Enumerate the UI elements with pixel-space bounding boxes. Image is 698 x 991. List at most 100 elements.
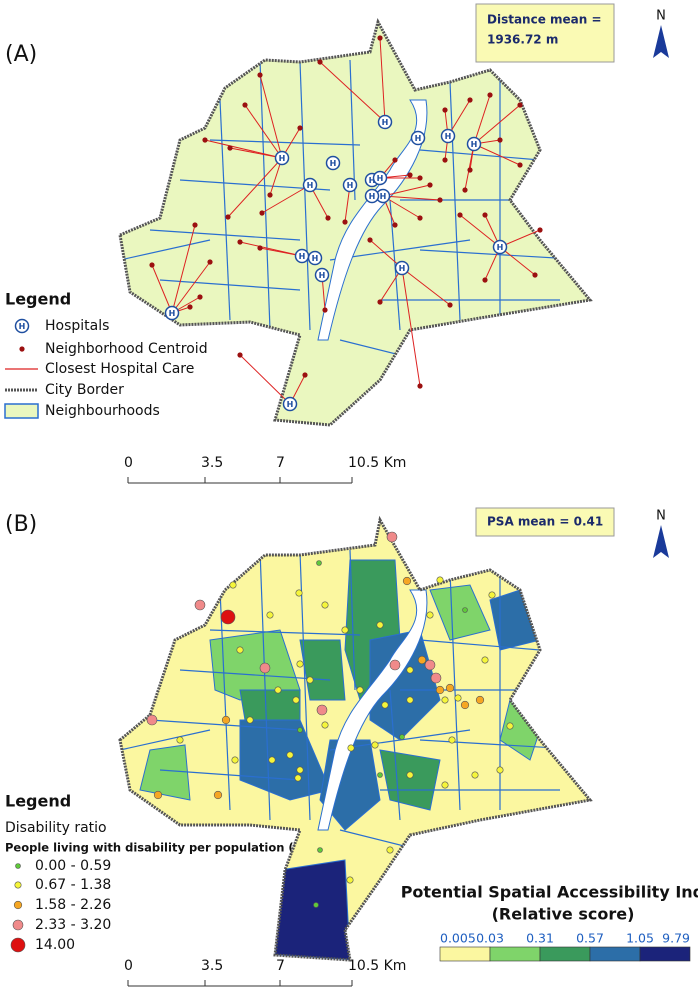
centroid [377,299,383,305]
disability-dot [194,599,206,611]
centroid [257,245,263,251]
centroid [317,59,323,65]
hospital-icon [492,239,508,255]
closest-hospital-link [459,214,501,248]
centroid [497,137,503,143]
scale-label: 3.5 [201,958,223,974]
hospital-icon-label: H [279,154,286,163]
disability-dot [386,531,398,543]
disability-dot [475,695,485,705]
centroid [467,167,473,173]
neighbourhood-border [449,571,461,811]
closest-hospital-link [171,261,211,314]
map [120,520,590,960]
disability-dot [377,772,383,778]
hospital-icon-label: H [369,176,376,185]
legend-title: Legend [5,290,71,309]
disability-dot [406,771,414,779]
hospital-icon-label: H [380,192,387,201]
disability-dot [268,756,276,764]
disability-dot [426,611,434,619]
panel-label: (B) [5,512,37,537]
neighbourhood-border [449,81,461,321]
neighbourhood-border [389,689,401,821]
disability-dot [460,700,470,710]
neighbourhood-border [120,239,211,261]
centroid [225,214,231,220]
disability-dot [462,607,468,613]
hospital-icon-label: H [445,132,452,141]
centroid [537,227,543,233]
disability-dot [146,714,158,726]
neighbourhood-border [259,59,271,331]
centroid [367,237,373,243]
centroid [322,307,328,313]
neighbourhood-border [149,719,301,731]
hospital-icon-label: H [347,181,354,190]
neighbourhood-border [159,279,301,291]
hospital-icon-label: H [382,118,389,127]
legend-label: Neighbourhoods [45,403,160,419]
region [239,689,301,721]
hospital-icon-label: H [307,181,314,190]
disability-dot [236,646,244,654]
hospital-icon-label: H [19,322,26,331]
disability-dot [306,676,314,684]
hospital-icon-label: H [299,252,306,261]
legend-symbol [4,403,39,419]
disability-dot [399,734,405,740]
legend-note: People living with disability per popula… [5,841,310,855]
disability-dot [386,846,394,854]
disability-dot [266,611,274,619]
centroid [482,277,488,283]
hospital-icon [282,396,298,412]
region [429,584,491,641]
disability-dot [259,662,271,674]
legend-label: 0.67 - 1.38 [35,877,111,893]
scale-label: 10.5 Km [348,455,406,471]
centroid [242,102,248,108]
scale-label: 0 [124,958,133,974]
legend-subtitle: Disability ratio [5,820,107,836]
hospital-icon-label: H [312,254,319,263]
closest-hospital-link [401,267,451,306]
disability-dot [321,601,329,609]
neighbourhood-border [219,99,231,321]
centroid [462,187,468,193]
disability-dot [346,876,354,884]
hospital-icon [394,260,410,276]
neighbourhood-border [120,729,211,751]
centroid [149,262,155,268]
closest-hospital-link [382,184,431,197]
hospital-icon-label: H [399,264,406,273]
neighbourhood-border [159,769,301,781]
neighbourhood-border [349,549,356,691]
disability-dot [316,560,322,566]
index-break: 9.79 [662,931,690,946]
closest-hospital-link [401,267,421,387]
centroid [237,352,243,358]
disability-dot [313,902,319,908]
centroid [267,192,273,198]
closest-hospital-link [473,104,521,145]
centroid [532,272,538,278]
closest-hospital-link [473,94,491,145]
hospital-icon [14,318,30,334]
hospital-icon-label: H [319,271,326,280]
centroid [257,72,263,78]
closest-hospital-link [261,184,311,214]
hospital-icon-label: H [330,159,337,168]
disability-dot [430,672,442,684]
disability-dot [296,660,304,668]
disability-dot [316,704,328,716]
legend-title: Legend [5,792,71,811]
disability-dot [417,655,427,665]
closest-hospital-link [382,195,441,201]
region [139,744,191,801]
centroid [467,97,473,103]
index-swatch [489,946,541,962]
centroid [517,102,523,108]
neighbourhood-border [299,61,311,331]
hospital-icon [302,177,318,193]
